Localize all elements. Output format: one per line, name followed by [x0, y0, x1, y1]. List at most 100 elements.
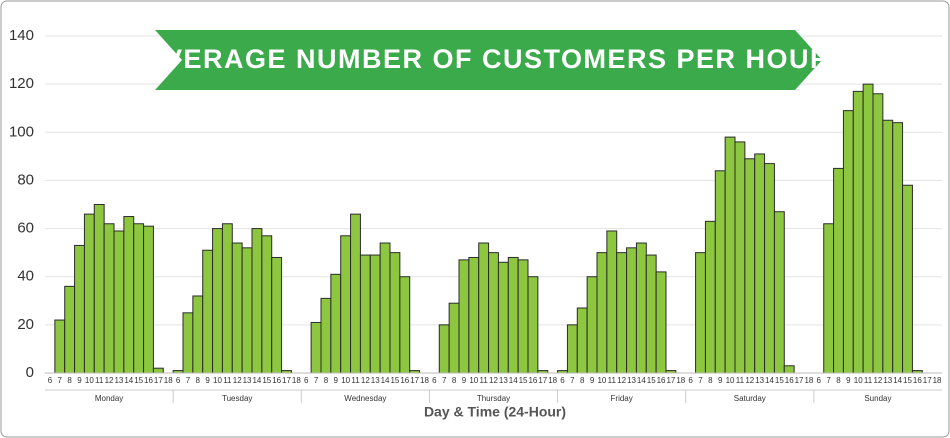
bar — [241, 247, 253, 374]
hour-label: 17 — [154, 376, 163, 385]
hour-label: 17 — [923, 376, 932, 385]
bar — [695, 252, 706, 374]
hour-label: 17 — [410, 376, 419, 385]
bar — [350, 213, 361, 374]
hour-label: 9 — [205, 376, 210, 385]
hour-label: 12 — [489, 376, 498, 385]
hour-label: 15 — [519, 376, 528, 385]
bar — [320, 297, 332, 374]
hour-label: 7 — [58, 376, 63, 385]
hour-label: 10 — [469, 376, 478, 385]
bar — [823, 223, 835, 374]
title-banner — [155, 30, 822, 90]
hour-label: 13 — [114, 376, 123, 385]
hour-label: 10 — [854, 376, 863, 385]
hour-label: 8 — [324, 376, 329, 385]
bar — [635, 242, 647, 374]
bar — [64, 285, 76, 374]
hour-label: 8 — [67, 376, 72, 385]
hour-label: 10 — [85, 376, 94, 385]
hour-label: 13 — [755, 376, 764, 385]
hour-label: 9 — [334, 376, 339, 385]
bar — [833, 167, 844, 374]
bar — [192, 295, 204, 374]
hour-label: 6 — [560, 376, 565, 385]
hour-label: 15 — [262, 376, 271, 385]
bar — [143, 225, 154, 374]
bar — [773, 211, 785, 374]
day-label: Monday — [95, 394, 123, 403]
hour-label: 17 — [282, 376, 291, 385]
hour-label: 15 — [775, 376, 784, 385]
hour-label: 9 — [590, 376, 595, 385]
bar — [655, 271, 667, 374]
hour-label: 12 — [361, 376, 370, 385]
bar — [271, 256, 283, 374]
hour-label: 7 — [314, 376, 319, 385]
day-label: Thursday — [477, 394, 510, 403]
y-tick-label: 100 — [9, 123, 34, 140]
hour-label: 6 — [432, 376, 437, 385]
bar — [586, 276, 598, 374]
bar — [330, 273, 342, 374]
hour-label: 10 — [213, 376, 222, 385]
hour-label: 14 — [124, 376, 133, 385]
hour-label: 8 — [836, 376, 841, 385]
bar — [468, 256, 480, 374]
hour-label: 11 — [736, 376, 745, 385]
hour-label: 8 — [196, 376, 201, 385]
bar — [221, 223, 233, 374]
hour-label: 12 — [617, 376, 626, 385]
hour-label: 14 — [381, 376, 390, 385]
hour-label: 6 — [688, 376, 693, 385]
hour-label: 18 — [804, 376, 813, 385]
hour-label: 9 — [77, 376, 82, 385]
bar — [744, 158, 756, 374]
hour-label: 13 — [627, 376, 636, 385]
hour-label: 12 — [745, 376, 754, 385]
hour-label: 7 — [826, 376, 831, 385]
hour-label: 9 — [718, 376, 723, 385]
bar — [517, 259, 529, 374]
hour-label: 18 — [933, 376, 942, 385]
y-tick-label: 120 — [9, 75, 34, 92]
hour-label: 17 — [795, 376, 804, 385]
bar — [754, 153, 766, 374]
bar — [507, 256, 519, 374]
bar — [566, 324, 578, 374]
bar — [340, 235, 352, 374]
hour-label: 14 — [893, 376, 902, 385]
bar — [724, 136, 736, 374]
day-label: Tuesday — [222, 394, 252, 403]
bar — [606, 230, 618, 374]
bar — [527, 276, 539, 374]
bar — [310, 321, 322, 374]
hour-label: 12 — [105, 376, 114, 385]
hour-label: 18 — [292, 376, 301, 385]
bar — [438, 324, 450, 374]
y-tick-label: 60 — [17, 220, 34, 237]
bar — [734, 141, 746, 374]
y-tick-label: 0 — [26, 364, 34, 381]
bar — [113, 230, 125, 374]
hour-label: 18 — [548, 376, 557, 385]
bar — [83, 213, 95, 374]
hour-label: 7 — [442, 376, 447, 385]
hour-label: 16 — [657, 376, 666, 385]
hour-label: 7 — [570, 376, 575, 385]
bar — [359, 254, 371, 374]
bar — [645, 254, 657, 374]
hour-label: 7 — [698, 376, 703, 385]
bar — [842, 110, 854, 374]
hour-label: 18 — [164, 376, 173, 385]
hour-label: 13 — [883, 376, 892, 385]
hour-label: 11 — [95, 376, 104, 385]
hour-label: 6 — [817, 376, 822, 385]
bar — [892, 122, 904, 374]
bar — [852, 90, 864, 374]
day-label: Friday — [611, 394, 633, 403]
bar — [369, 254, 381, 374]
bar — [764, 163, 775, 374]
hour-label: 14 — [509, 376, 518, 385]
bar — [182, 312, 194, 374]
